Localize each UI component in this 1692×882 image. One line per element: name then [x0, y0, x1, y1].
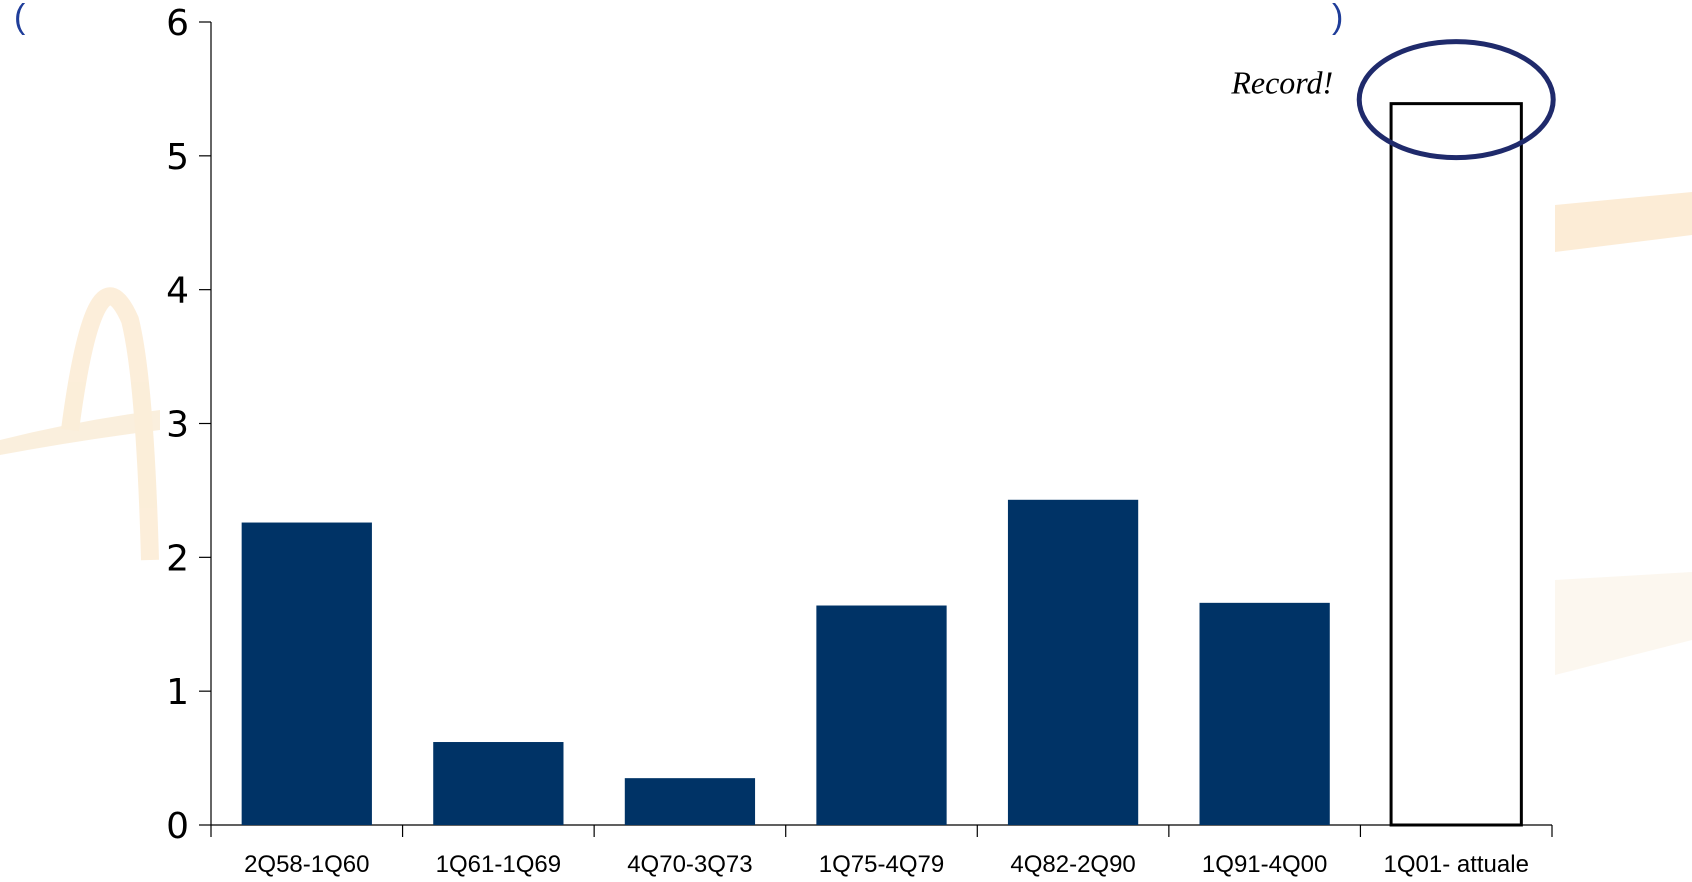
bar: [1007, 499, 1139, 825]
x-tick-label: 4Q70-3Q73: [627, 851, 752, 878]
bar: [1199, 602, 1330, 825]
x-tick-label: 1Q01- attuale: [1383, 851, 1528, 878]
y-tick-label: 2: [166, 538, 189, 579]
bar: [624, 778, 756, 825]
x-tick-label: 1Q61-1Q69: [436, 851, 561, 878]
record-annotation: Record!: [1230, 65, 1333, 101]
record-ellipse: [1356, 39, 1556, 161]
title-fragment-right: ): [1332, 0, 1343, 36]
bar-highlight: [1389, 102, 1523, 827]
bars: [241, 102, 1523, 827]
bar: [816, 605, 947, 825]
title-fragment-left: (: [14, 0, 26, 36]
bar: [433, 742, 564, 825]
annotations: Record!: [1230, 39, 1556, 161]
x-tick-label: 1Q75-4Q79: [819, 851, 944, 878]
x-axis: 2Q58-1Q60 1Q61-1Q69 4Q70-3Q73 1Q75-4Q79 4Q82…: [210, 824, 1553, 878]
bar: [241, 522, 372, 825]
y-tick-label: 0: [166, 806, 189, 847]
y-tick-label: 1: [166, 672, 189, 713]
y-axis: 0 1 2 3 4 5 6: [166, 3, 212, 847]
x-tick-label: 1Q91-4Q00: [1202, 851, 1327, 878]
y-tick-label: 5: [166, 137, 189, 178]
watermark-decoration: [0, 192, 1692, 675]
x-tick-label: 4Q82-2Q90: [1010, 851, 1135, 878]
y-tick-label: 3: [166, 405, 189, 446]
x-tick-label: 2Q58-1Q60: [244, 851, 369, 878]
y-tick-label: 4: [166, 271, 189, 312]
y-tick-label: 6: [166, 3, 189, 44]
